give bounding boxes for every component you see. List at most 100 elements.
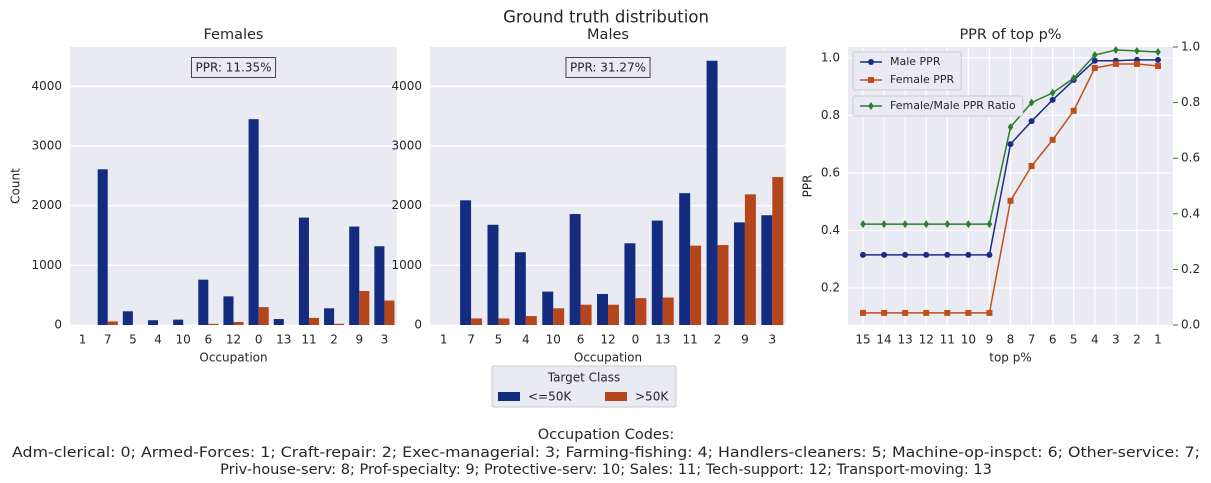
x-tick-label: 6 [577,333,585,347]
marker [1028,163,1035,170]
x-tick-label: 3 [1112,333,1120,347]
marker [881,251,888,258]
marker [944,220,951,229]
y-tick-label: 1000 [391,258,422,272]
bar [498,318,510,325]
bar [487,224,499,325]
x-tick-label: 3 [768,333,776,347]
bar [662,297,674,325]
x-tick-label: 10 [546,333,561,347]
bar [553,308,565,325]
bar [359,290,370,325]
marker [944,309,951,316]
marker [1070,74,1077,83]
bar [334,323,345,325]
figure-title: Ground truth distribution [503,8,709,27]
marker [860,251,866,258]
y-tick-label: 2000 [31,198,62,212]
annotation: PPR: 31.27% [570,61,646,75]
y-tick-label: 4000 [391,79,422,93]
bar [514,252,526,325]
marker [1155,56,1161,63]
marker [1070,107,1077,114]
x-tick-label: 12 [600,333,615,347]
marker [881,220,887,229]
bar [733,222,745,325]
marker [902,309,909,316]
bar [233,322,244,325]
legend-label: >50K [635,390,669,404]
bar [690,245,702,325]
x-tick-label: 11 [683,333,698,347]
y-tick-label: 0 [54,318,62,332]
marker [1028,118,1035,125]
y-tick-label: 0.8 [821,108,840,122]
x-tick-label: 5 [129,333,137,347]
footnote-line: Adm-clerical: 0; Armed-Forces: 1; Craft-… [12,445,1200,461]
x-axis-label: Occupation [574,351,642,365]
y-tick-label: 1000 [31,258,62,272]
marker [965,309,972,316]
x-tick-label: 4 [154,333,162,347]
chart-title: Females [204,27,264,43]
bar [248,119,259,326]
marker [1133,60,1140,67]
bar [97,169,108,325]
bar [273,319,284,325]
y-tick-label: 2000 [391,198,422,212]
chart-title: PPR of top p% [959,27,1061,43]
x-tick-label: 15 [855,333,870,347]
marker [986,309,993,316]
marker [1049,136,1056,143]
y2-tick-label: 0.8 [1181,95,1200,109]
marker [1007,123,1014,132]
marker [860,309,866,316]
marker [1134,46,1140,55]
legend-box [491,365,677,408]
x-tick-label: 1 [79,333,87,347]
annotation-box [190,57,277,78]
y2-tick-label: 0.6 [1181,151,1200,165]
x-tick-label: 12 [226,333,241,347]
y2-tick-label: 1.0 [1181,40,1200,54]
x-tick-label: 2 [330,333,338,347]
marker [1155,62,1161,69]
legend-title: Target Class [547,371,621,385]
y-axis-label: Count [9,168,23,204]
bar [471,318,483,325]
x-tick-label: 1 [1154,333,1162,347]
y-tick-label: 3000 [31,139,62,153]
marker [1091,64,1098,71]
chart-title: Males [587,27,629,43]
x-tick-label: 12 [919,333,934,347]
y-tick-label: 3000 [391,139,422,153]
x-tick-label: 8 [1007,333,1015,347]
y2-tick-label: 0.0 [1181,318,1200,332]
marker [986,251,993,258]
legend-label: Male PPR [890,55,941,68]
x-tick-label: 2 [714,333,722,347]
bar [717,245,729,325]
bar [258,307,269,325]
y-tick-label: 0.4 [821,223,840,237]
bar [744,194,756,325]
bar [608,304,619,325]
legend-marker [868,59,874,65]
bar [122,311,133,325]
marker [965,251,972,258]
marker [1049,88,1056,97]
bar [569,214,581,325]
x-tick-label: 4 [1091,333,1099,347]
y-tick-label: 0.6 [821,165,840,179]
bar [324,308,335,325]
marker [1155,48,1161,57]
bar [223,296,234,325]
footnote-line: Priv-house-serv: 8; Prof-specialty: 9; P… [220,462,992,478]
marker [1007,141,1014,148]
bar [624,243,636,325]
x-tick-label: 13 [898,333,913,347]
x-tick-label: 7 [1028,333,1036,347]
marker [881,309,888,316]
footnote-title: Occupation Codes: [538,427,675,443]
bar [772,177,784,325]
